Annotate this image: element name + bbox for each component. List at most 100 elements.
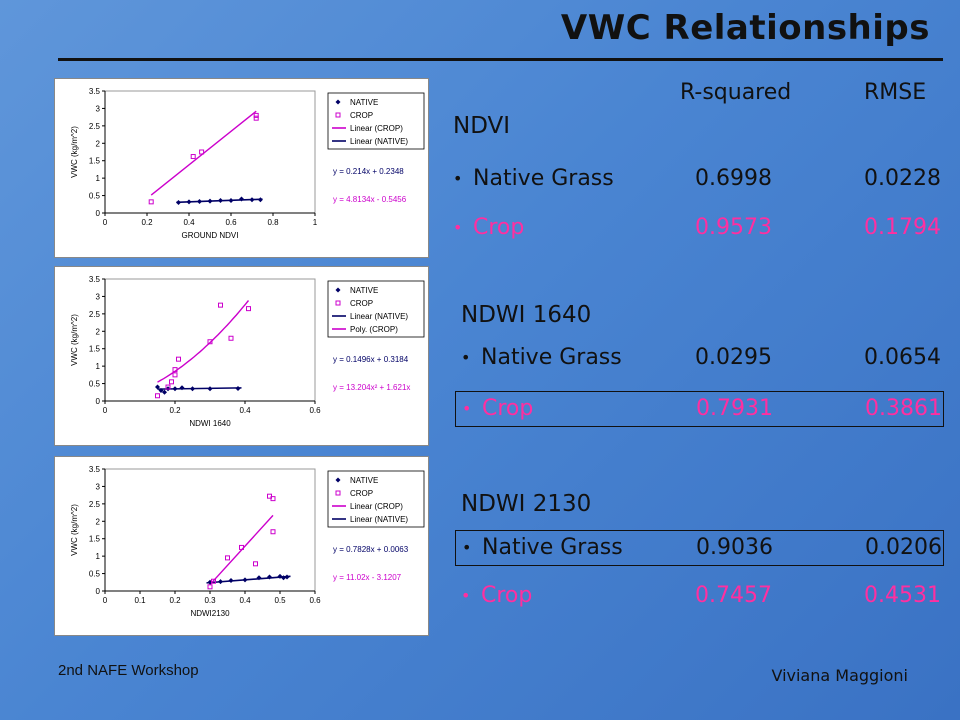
bullet-icon: • <box>461 586 471 605</box>
row-r2: 0.7457 <box>695 583 772 608</box>
y-tick-label: 0.5 <box>89 380 101 389</box>
footer-workshop: 2nd NAFE Workshop <box>58 662 199 679</box>
crop-point <box>169 379 174 385</box>
native-equation: y = 0.1496x + 0.3184 <box>333 355 409 364</box>
row-label: Crop <box>482 396 534 421</box>
native-point <box>249 197 255 203</box>
native-point <box>228 197 234 203</box>
section-title-ndwi1640: NDWI 1640 <box>461 302 592 328</box>
x-tick-label: 0.6 <box>309 596 321 605</box>
row-label: Native Grass <box>473 166 614 191</box>
y-tick-label: 1.5 <box>89 535 101 544</box>
legend-label: Poly. (CROP) <box>350 325 398 334</box>
row-r2: 0.0295 <box>695 345 772 370</box>
x-tick-label: 0.8 <box>267 218 279 227</box>
native-point <box>235 385 241 391</box>
legend-label: NATIVE <box>350 286 378 295</box>
y-tick-label: 2.5 <box>89 122 101 131</box>
native-point <box>257 197 263 203</box>
y-tick-label: 1.5 <box>89 157 101 166</box>
crop-trendline <box>209 514 274 586</box>
slide-title: VWC Relationships <box>560 8 930 48</box>
x-axis-label: NDWI2130 <box>190 609 230 618</box>
y-tick-label: 2.5 <box>89 500 101 509</box>
crop-point <box>172 372 178 378</box>
crop-point <box>218 302 223 308</box>
row-label: Crop <box>473 215 525 240</box>
x-axis-label: GROUND NDVI <box>182 231 239 240</box>
legend-label: Linear (NATIVE) <box>350 312 408 321</box>
legend-label: NATIVE <box>350 476 378 485</box>
x-tick-label: 0.3 <box>204 596 216 605</box>
crop-point <box>176 356 181 362</box>
row-r2: 0.9036 <box>696 535 773 560</box>
x-tick-label: 0.2 <box>169 406 181 415</box>
rsquared-header: R-squared <box>680 80 792 105</box>
x-tick-label: 0.4 <box>239 596 251 605</box>
y-tick-label: 3.5 <box>89 87 101 96</box>
crop-point <box>148 199 154 205</box>
crop-point <box>253 561 258 567</box>
crop-point <box>165 384 171 390</box>
crop-equation: y = 4.8134x - 0.5456 <box>333 195 407 204</box>
row-rmse: 0.4531 <box>864 583 941 608</box>
x-tick-label: 0 <box>103 406 108 415</box>
x-tick-label: 0.2 <box>169 596 181 605</box>
native-point <box>267 574 272 580</box>
row-ndvi-native: • Native Grass 0.6998 0.0228 <box>453 164 943 194</box>
native-point <box>242 577 248 583</box>
native-point <box>228 578 234 584</box>
legend-crop-marker <box>335 112 341 118</box>
native-point <box>176 200 181 206</box>
plot-area <box>104 90 316 214</box>
footer-author: Viviana Maggioni <box>771 666 908 685</box>
bullet-icon: • <box>462 538 472 557</box>
legend-label: Linear (CROP) <box>350 502 403 511</box>
legend-label: Linear (NATIVE) <box>350 137 408 146</box>
section-title-ndvi: NDVI <box>453 113 511 139</box>
y-tick-label: 0 <box>96 587 101 596</box>
chart-ndwi2130-svg: 0 0.5 1 1.5 2 2.5 3 3.5 0 0.1 0.2 0.3 0.4 0.5 0.6 NDWI2… <box>70 465 425 618</box>
native-point <box>158 388 164 394</box>
crop-point <box>239 544 244 550</box>
crop-point <box>190 154 196 160</box>
x-tick-label: 0.2 <box>141 218 153 227</box>
section-title-ndwi2130: NDWI 2130 <box>461 491 592 517</box>
native-equation: y = 0.7828x + 0.0063 <box>333 545 409 554</box>
native-point <box>197 198 202 204</box>
x-tick-label: 0.1 <box>134 596 146 605</box>
title-divider <box>58 58 943 61</box>
y-tick-label: 1 <box>96 362 101 371</box>
row-rmse: 0.0206 <box>865 535 942 560</box>
chart-ndwi2130: 0 0.5 1 1.5 2 2.5 3 3.5 0 0.1 0.2 0.3 0.4 0.5 0.6 NDWI2… <box>54 456 429 636</box>
row-ndwi1640-crop: • Crop 0.7931 0.3861 <box>455 391 944 427</box>
legend-native-marker <box>335 287 341 293</box>
native-point <box>207 386 213 392</box>
crop-point <box>199 149 205 155</box>
crop-point <box>207 339 213 345</box>
y-axis-label: VWC (kg/m^2) <box>70 314 79 366</box>
row-ndwi1640-native: • Native Grass 0.0295 0.0654 <box>461 343 943 373</box>
x-tick-label: 0 <box>103 218 108 227</box>
row-rmse: 0.0654 <box>864 345 941 370</box>
native-point <box>207 198 213 204</box>
y-tick-label: 0.5 <box>89 192 101 201</box>
crop-equation: y = 13.204x² + 1.621x <box>333 383 410 392</box>
y-tick-label: 0.5 <box>89 570 101 579</box>
native-point <box>218 579 223 585</box>
y-tick-label: 0 <box>96 209 101 218</box>
row-label: Native Grass <box>482 535 623 560</box>
crop-point <box>155 393 160 399</box>
y-tick-label: 3 <box>96 104 101 113</box>
crop-point <box>207 584 213 590</box>
x-tick-label: 0.6 <box>309 406 321 415</box>
native-point <box>239 196 244 202</box>
native-point <box>256 575 262 581</box>
crop-point <box>211 578 216 584</box>
crop-trendline <box>157 300 250 383</box>
legend-label: NATIVE <box>350 98 378 107</box>
row-r2: 0.7931 <box>696 396 773 421</box>
bullet-icon: • <box>453 169 463 188</box>
x-axis-label: NDWI 1640 <box>189 419 231 428</box>
bullet-icon: • <box>453 218 463 237</box>
